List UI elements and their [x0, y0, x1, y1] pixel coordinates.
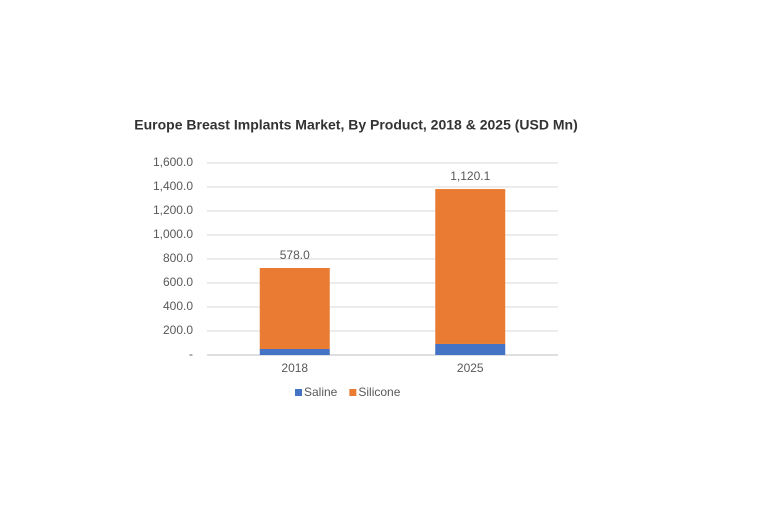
y-tick-label: 1,200.0: [153, 203, 193, 217]
bar-segment: [435, 343, 506, 355]
y-tick-label: 200.0: [163, 323, 193, 337]
bar-annotation: 1,120.1: [450, 169, 490, 183]
bar-segment: [259, 268, 330, 349]
y-tick-label: 400.0: [163, 299, 193, 313]
y-tick-label: -: [189, 347, 193, 361]
y-tick-label: 1,400.0: [153, 179, 193, 193]
legend-swatch: [349, 389, 357, 396]
legend-label: Saline: [304, 385, 338, 399]
chart-title: Europe Breast Implants Market, By Produc…: [134, 117, 577, 133]
bar-annotation: 578.0: [280, 248, 310, 262]
y-tick-label: 1,000.0: [153, 227, 193, 241]
x-tick-label: 2018: [281, 361, 308, 375]
legend-label: Silicone: [358, 385, 400, 399]
y-tick-label: 800.0: [163, 251, 193, 265]
bar-segment: [259, 349, 330, 355]
legend-swatch: [295, 389, 302, 396]
y-tick-label: 1,600.0: [153, 155, 193, 169]
x-tick-label: 2025: [457, 361, 484, 375]
bar-segment: [435, 189, 506, 344]
y-tick-label: 600.0: [163, 275, 193, 289]
